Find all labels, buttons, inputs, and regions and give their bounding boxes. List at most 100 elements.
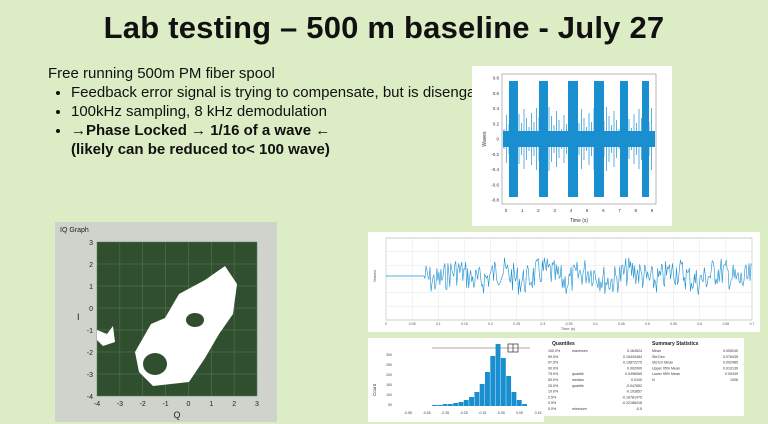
waves-signal-trace [503,81,655,197]
histogram-y-axis: 300 250 200 150 100 50 [386,353,392,407]
histogram-x-axis: -0.55 -0.45 -0.35 -0.25 -0.15 -0.05 0.05 0.15 [404,411,541,415]
iq-xlabel: Q [173,410,180,420]
summary-label: Mean [652,349,661,353]
noise-xtick-label: 0.05 [409,322,416,326]
noise-xtick-label: 0.15 [461,322,468,326]
quantile-percent: 2.5% [548,395,557,399]
quantiles-header: Quantiles [552,341,575,347]
quantile-percent: 25.0% [548,384,559,388]
histogram-bar [495,344,501,406]
noise-plot-background [368,232,760,332]
histogram-bar [506,376,512,406]
quantile-label: quartile [572,384,584,388]
waves-ylabel: Waves [482,131,488,147]
noise-x-axis: 0 0.05 0.1 0.15 0.2 0.25 0.3 0.35 0.4 0.45 0.5 0.55… [385,322,754,326]
waves-plot: 0.8 0.6 0.4 0.2 0 -0.2 -0.4 -0.6 -0.8 0 1 2 3 4 5 6 7 8 9… [472,66,672,226]
bullet-item: Feedback error signal is trying to compe… [71,83,505,102]
noise-xtick-label: 0 [385,322,387,326]
waves-y-axis: 0.8 0.6 0.4 0.2 0 -0.2 -0.4 -0.6 -0.8 [491,76,499,203]
footnote-text: (likely can be reduced to< 100 wave) [71,141,330,158]
histogram-ytick-label: 150 [386,383,392,387]
summary-value: 0.00339 [725,372,738,376]
histogram-bar [516,400,522,406]
waves-xtick-label: 8 [635,208,638,213]
iq-ylabel: I [77,312,80,322]
quantile-value: 0.0498065 [625,372,642,376]
stats-tables: Quantiles Summary Statistics 100.0% maxim… [544,338,744,416]
waves-burst [568,81,578,197]
quantiles-table: 100.0% maximum 0.164524 99.5% 0.15443484 97.5… [548,349,642,411]
summary-value: 0.010139 [723,366,738,370]
quantile-percent: 99.5% [548,355,559,359]
histogram-bar [463,400,469,406]
waves-ytick-label: 0.8 [493,76,500,81]
quantile-percent: 97.5% [548,361,559,365]
iq-ytick-label: -3 [87,372,93,379]
summary-label: Upper 95% Mean [652,366,680,370]
quantile-percent: 75.0% [548,372,559,376]
quantile-value: 0.092009 [627,366,642,370]
waves-ytick-label: 0 [496,137,499,142]
quantile-label: maximum [572,349,588,353]
summary-label: Lower 95% Mean [652,372,680,376]
histogram-xtick-label: -0.25 [460,411,468,415]
quantile-percent: 0.0% [548,407,557,411]
iq-xtick-label: -3 [117,401,123,408]
histogram-bar [469,397,474,406]
iq-graph-panel: IQ Graph 3 2 1 0 -1 -2 -3 -4 -4 -3 -2 -1 0 1 2 3 I Q [55,222,277,422]
summary-label: Std Dev [652,355,665,359]
waves-ytick-label: 0.6 [493,91,500,96]
quantile-value: 0.15443484 [623,355,642,359]
histogram-background [368,338,544,422]
waves-xlabel: Time (s) [570,218,588,224]
histogram-xtick-label: -0.45 [423,411,431,415]
histogram-bar [447,404,453,406]
noise-xtick-label: 0.65 [722,322,729,326]
quantile-label: quartile [572,372,584,376]
noise-xtick-label: 0.3 [540,322,545,326]
noise-ylabel: Waves [372,270,377,282]
bullet-block: Free running 500m PM fiber spool Feedbac… [48,64,505,159]
slide-title: Lab testing – 500 m baseline - July 27 [103,10,665,45]
iq-ytick-label: 1 [89,284,93,291]
waves-ytick-label: -0.2 [491,152,499,157]
iq-graph-title: IQ Graph [60,227,89,234]
iq-scatter-hole [186,313,204,327]
histogram-bar [442,404,448,406]
noise-plot: 0 0.05 0.1 0.15 0.2 0.25 0.3 0.35 0.4 0.45 0.5 0.55… [368,232,760,332]
histogram-bar [432,405,437,406]
noise-xtick-label: 0.35 [566,322,573,326]
quantile-value: 0.0100 [631,378,642,382]
iq-ytick-label: -4 [87,394,93,401]
quantile-value: 0.164524 [627,349,642,353]
noise-xlabel: Time (s) [561,326,576,331]
iq-scatter [97,266,237,386]
histogram-bars [432,344,527,406]
iq-x-axis: -4 -3 -2 -1 0 1 2 3 [94,401,259,408]
histogram-xtick-label: -0.35 [441,411,449,415]
histogram-xtick-label: 0.05 [516,411,523,415]
quantile-percent: 0.5% [548,401,557,405]
noise-xtick-label: 0.2 [488,322,493,326]
quantile-label: median [572,378,584,382]
waves-burst [509,81,518,197]
quantile-label: minimum [572,407,587,411]
summary-header: Summary Statistics [652,341,699,347]
noise-xtick-label: 0.4 [593,322,598,326]
histogram-xtick-label: -0.05 [497,411,505,415]
quantile-value: -0.22188418 [622,401,642,405]
noise-xtick-label: 0.45 [618,322,625,326]
histogram-bar [474,392,480,406]
iq-xtick-label: 2 [232,401,236,408]
histogram-ytick-label: 250 [386,363,392,367]
lead-text: Free running 500m PM fiber spool [48,65,275,82]
iq-xtick-label: 3 [255,401,259,408]
waves-xtick-label: 9 [651,208,654,213]
histogram-ytick-label: 200 [386,373,392,377]
waves-xtick-label: 5 [586,208,589,213]
quantile-value: -0.16781475 [622,395,642,399]
histogram-bar [485,372,490,406]
histogram-ytick-label: 300 [386,353,392,357]
bullet-list: Feedback error signal is trying to compe… [48,83,505,140]
